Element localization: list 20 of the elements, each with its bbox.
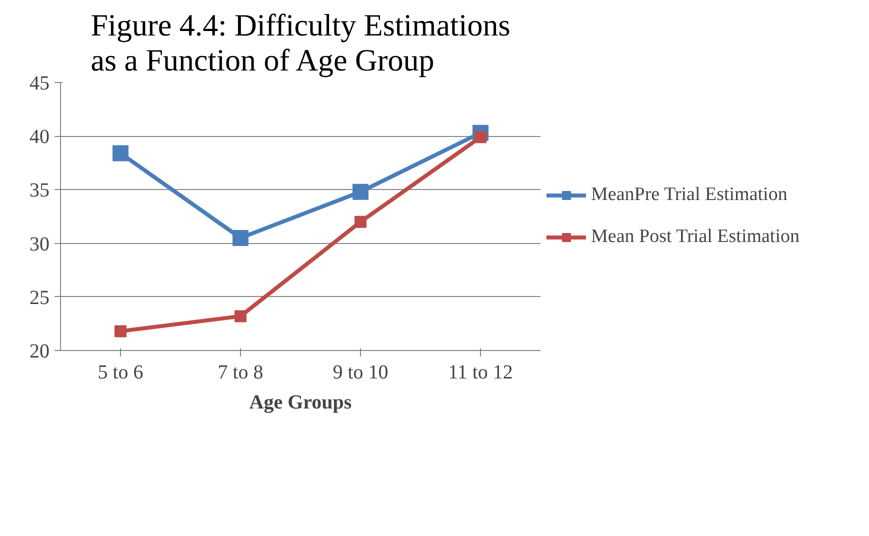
- point: [354, 216, 366, 228]
- point: [352, 184, 368, 200]
- y-tick-label: 45: [30, 72, 50, 94]
- point: [232, 230, 248, 246]
- x-axis-title: Age Groups: [249, 392, 352, 414]
- y-tick-label: 25: [30, 286, 50, 309]
- legend-label: MeanPre Trial Estimation: [591, 184, 788, 206]
- x-tick-label: 9 to 10: [332, 362, 388, 384]
- y-tick-label: 40: [30, 126, 50, 148]
- y-tick-label: 30: [30, 233, 50, 256]
- x-tick-label: 11 to 12: [448, 362, 513, 384]
- y-tick-label: 35: [30, 180, 50, 202]
- point: [234, 310, 246, 322]
- x-tick-label: 5 to 6: [98, 362, 144, 384]
- point: [114, 325, 126, 338]
- chart-title: Figure 4.4: Difficulty Estimations as a Function of Age Group: [90, 8, 510, 78]
- x-tick-label: 7 to 8: [218, 362, 264, 384]
- y-tick-label: 20: [30, 340, 50, 362]
- legend-label: Mean Post Trial Estimation: [591, 226, 800, 248]
- point: [112, 145, 128, 162]
